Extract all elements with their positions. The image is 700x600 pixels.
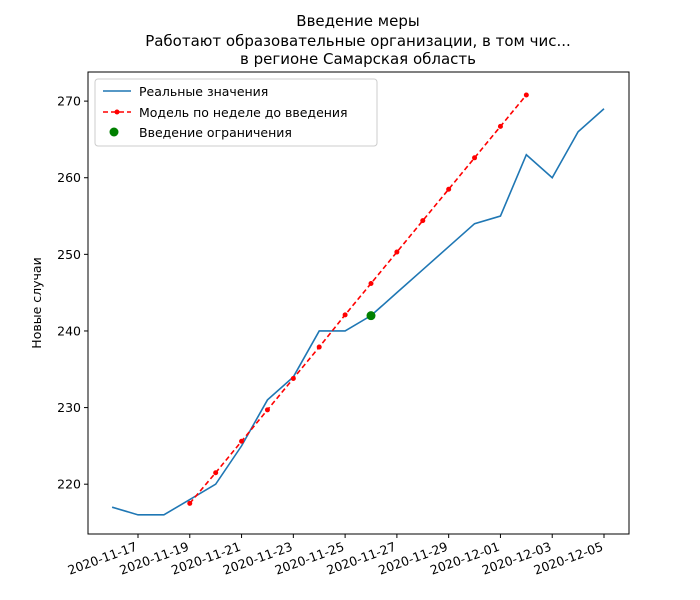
legend-label-intervention: Введение ограничения [139,125,292,140]
model-point-8 [394,249,400,255]
y-axis: 220 230 240 250 260 270 [57,94,88,492]
legend-label-model: Модель по неделе до введения [139,105,348,120]
legend-marker-intervention [109,127,119,137]
legend-box [94,78,378,147]
y-tick-label-260: 260 [57,170,81,185]
y-tick-label-230: 230 [57,400,81,415]
legend: Реальные значения Модель по неделе до вв… [94,78,378,147]
model-point-12 [497,123,503,129]
model-point-3 [264,407,270,413]
model-point-2 [239,438,245,444]
y-tick-label-240: 240 [57,323,81,338]
model-point-7 [368,280,374,286]
x-axis: 2020-11-172020-11-192020-11-212020-11-23… [66,534,605,578]
y-tick-label-250: 250 [57,247,81,262]
legend-marker-model [114,109,120,115]
model-point-6 [342,312,348,318]
model-point-9 [420,218,426,224]
model-point-11 [472,155,478,161]
chart-title-line-3: в регионе Самарская область [240,50,476,68]
y-tick-label-220: 220 [57,477,81,492]
chart-title-line-1: Введение меры [296,12,419,30]
intervention-point-0 [366,311,376,321]
model-point-1 [213,470,219,476]
model-point-13 [523,92,529,98]
y-tick-label-270: 270 [57,94,81,109]
axes-frame [87,71,630,535]
series-line-1 [189,94,527,504]
series-line-0 [111,108,605,516]
y-axis-label: Новые случаи [29,257,44,348]
chart-title-line-2: Работают образовательные организации, в … [145,32,571,50]
model-point-10 [446,186,452,192]
legend-label-real: Реальные значения [139,84,268,99]
model-point-0 [187,500,193,506]
model-point-5 [316,344,322,350]
plot-area [111,92,605,516]
model-point-4 [290,375,296,381]
